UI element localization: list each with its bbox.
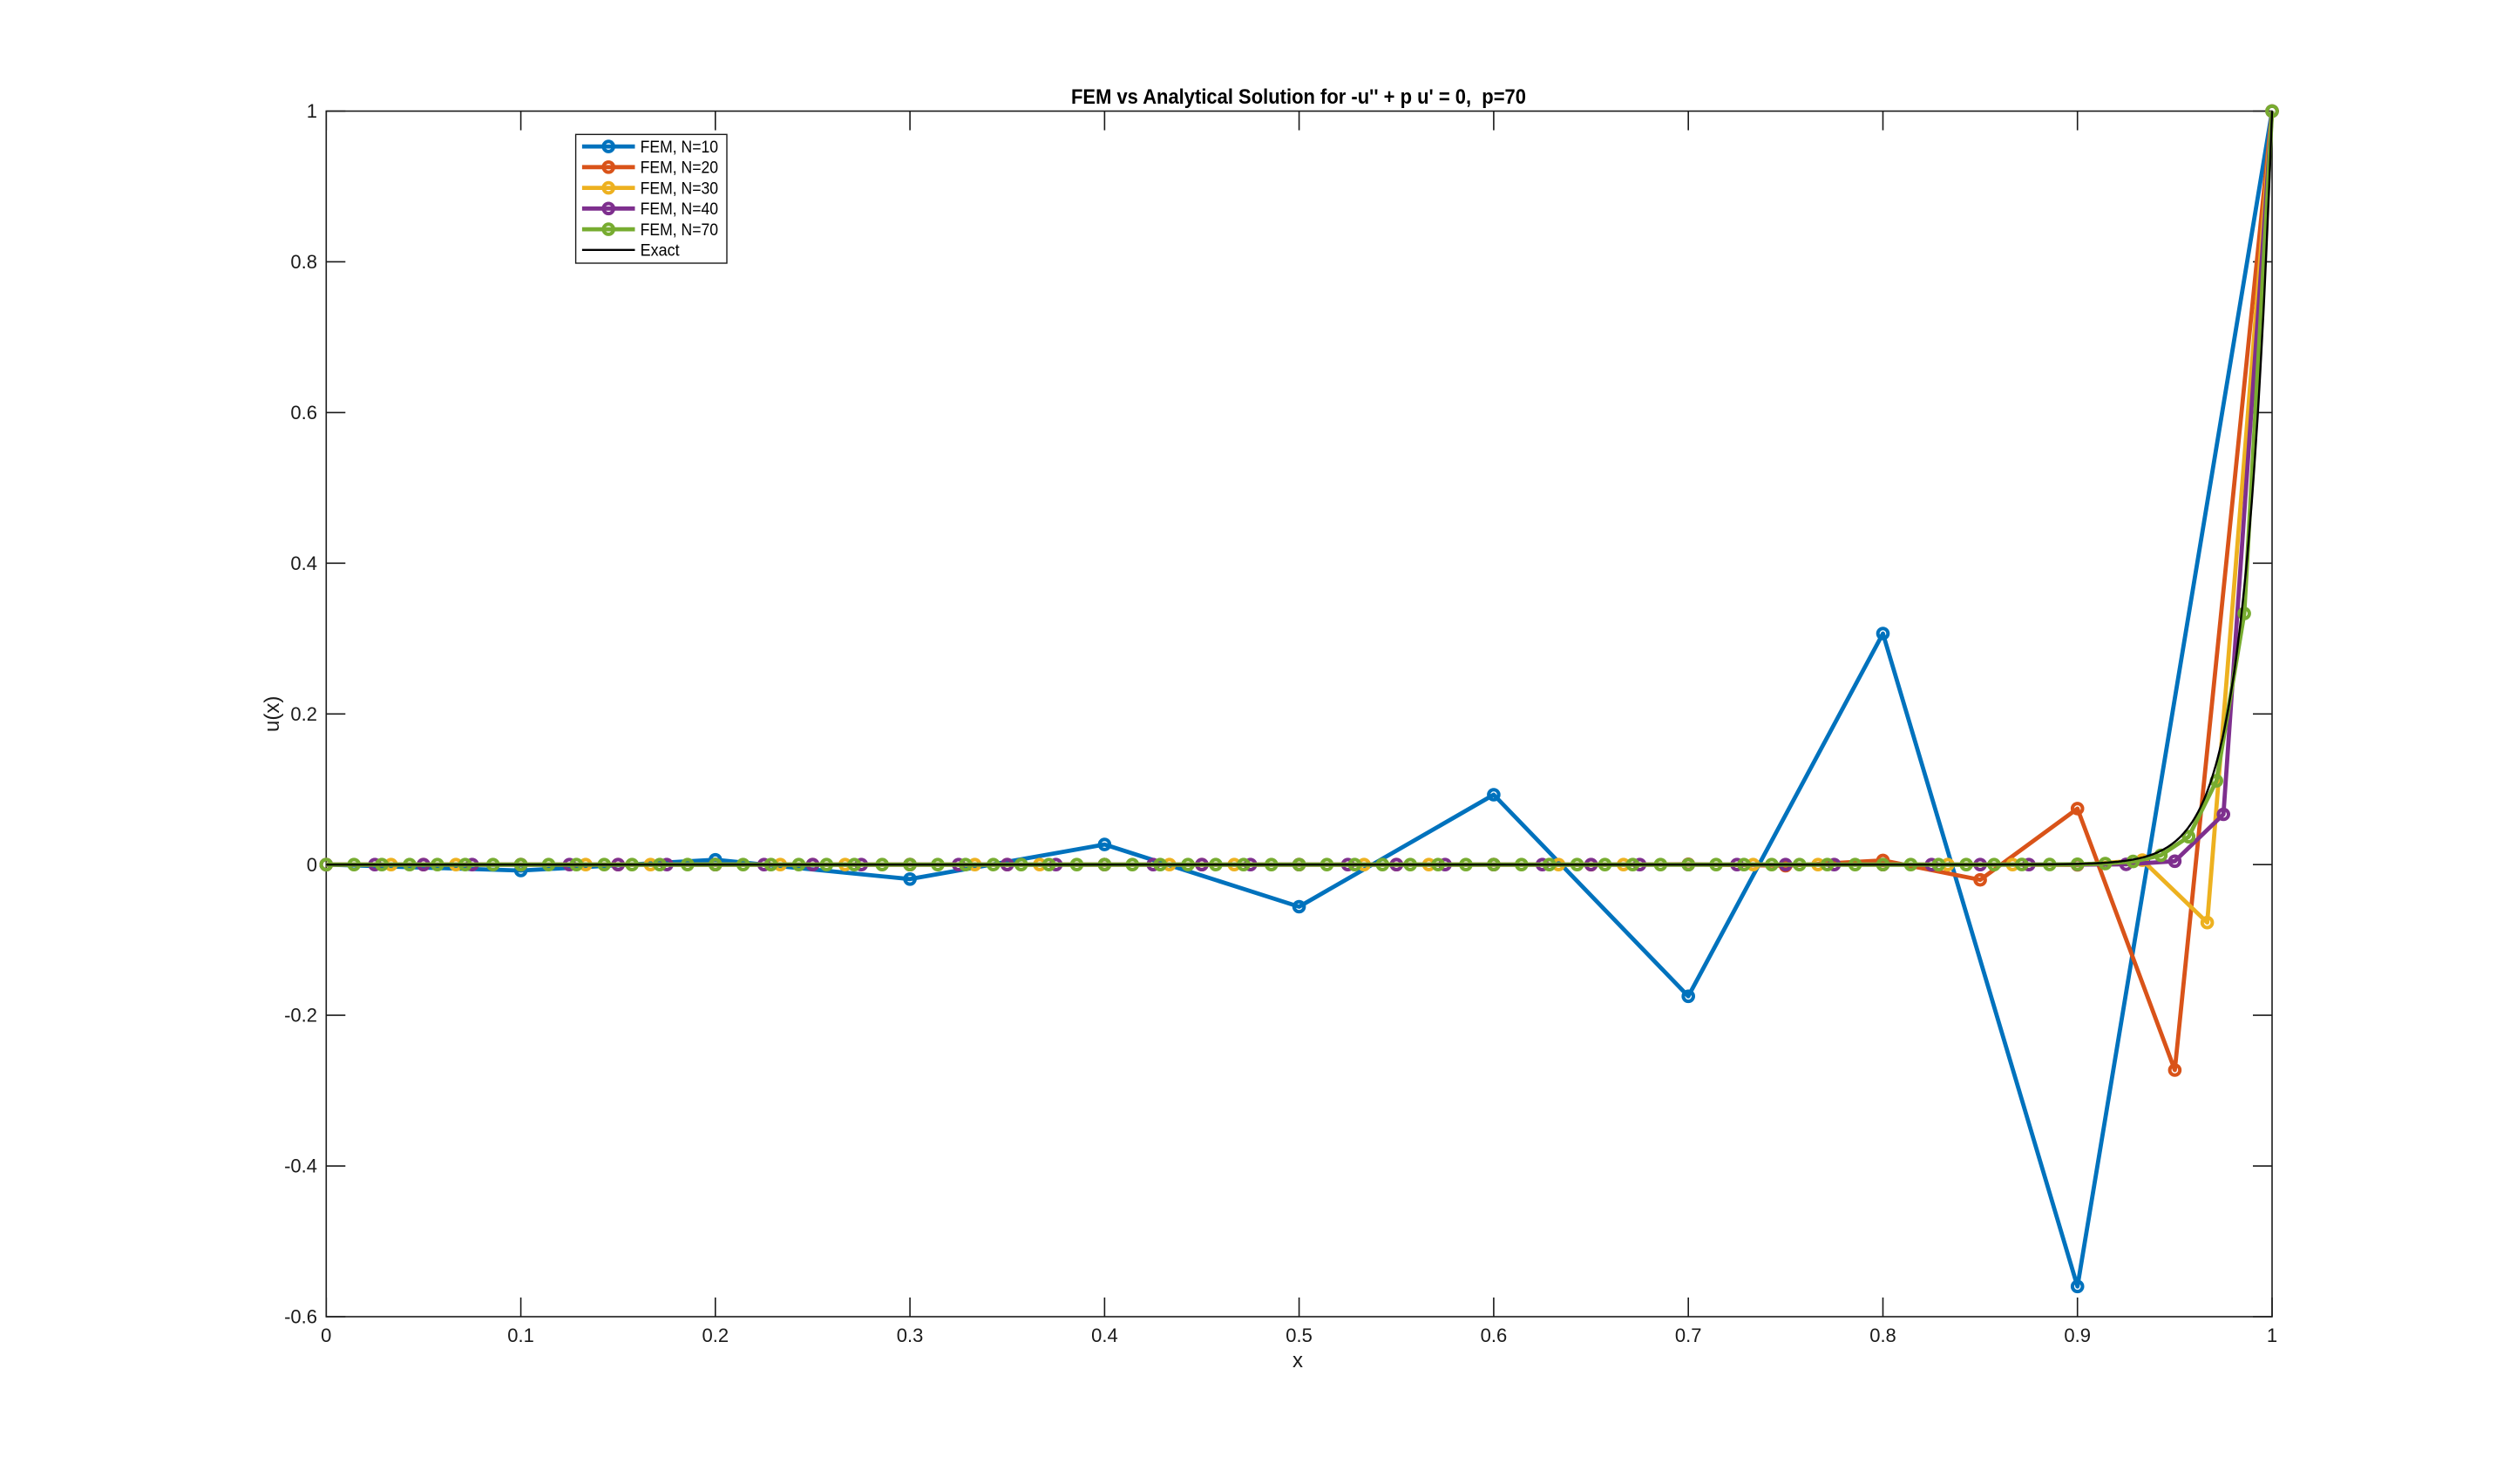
svg-text:0.2: 0.2 [290, 703, 317, 725]
svg-text:0.3: 0.3 [897, 1325, 924, 1346]
svg-text:FEM vs Analytical Solution for: FEM vs Analytical Solution for -u'' + p … [1071, 85, 1526, 109]
svg-text:-0.4: -0.4 [284, 1155, 317, 1177]
svg-text:Exact: Exact [641, 242, 681, 261]
svg-text:FEM, N=10: FEM, N=10 [641, 139, 719, 157]
svg-text:-0.6: -0.6 [284, 1306, 317, 1328]
svg-text:x: x [1292, 1349, 1303, 1372]
svg-text:FEM, N=20: FEM, N=20 [641, 159, 719, 178]
svg-text:0: 0 [321, 1325, 331, 1346]
svg-text:0.6: 0.6 [290, 402, 317, 424]
svg-text:u(x): u(x) [261, 696, 284, 732]
svg-text:0.2: 0.2 [702, 1325, 729, 1346]
svg-text:0.7: 0.7 [1675, 1325, 1702, 1346]
svg-text:FEM, N=70: FEM, N=70 [641, 221, 719, 240]
svg-text:1: 1 [2267, 1325, 2277, 1346]
svg-text:0.4: 0.4 [290, 552, 317, 574]
svg-text:0.9: 0.9 [2064, 1325, 2091, 1346]
svg-text:-0.2: -0.2 [284, 1005, 317, 1027]
svg-text:FEM, N=30: FEM, N=30 [641, 180, 719, 198]
svg-text:0.8: 0.8 [290, 251, 317, 273]
svg-text:FEM, N=40: FEM, N=40 [641, 200, 719, 219]
svg-text:0.5: 0.5 [1286, 1325, 1313, 1346]
svg-text:0.8: 0.8 [1869, 1325, 1896, 1346]
svg-text:0.1: 0.1 [507, 1325, 534, 1346]
svg-text:0: 0 [307, 854, 317, 876]
svg-text:0.4: 0.4 [1091, 1325, 1118, 1346]
svg-text:0.6: 0.6 [1481, 1325, 1508, 1346]
svg-text:1: 1 [307, 100, 317, 122]
